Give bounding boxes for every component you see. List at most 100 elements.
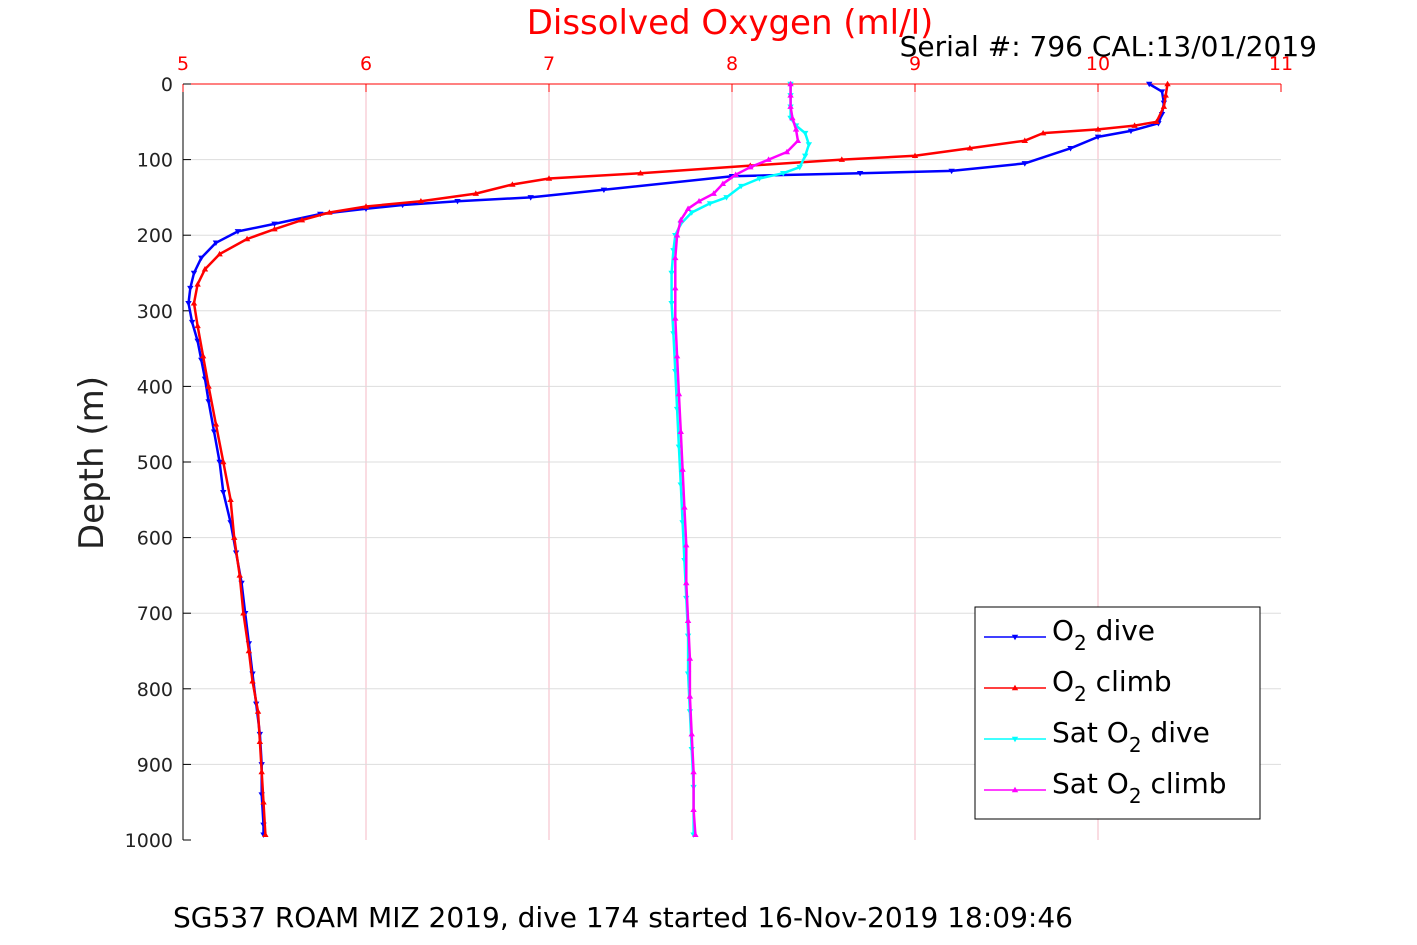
data-point bbox=[545, 175, 553, 181]
data-point bbox=[1146, 81, 1153, 88]
data-point bbox=[1021, 137, 1028, 143]
legend-entry-o2-dive: O2 dive bbox=[984, 614, 1155, 655]
data-point bbox=[805, 142, 813, 148]
data-point bbox=[509, 181, 516, 187]
data-point bbox=[668, 270, 675, 277]
data-point bbox=[258, 768, 265, 775]
data-point bbox=[679, 466, 686, 472]
data-point bbox=[212, 421, 220, 427]
data-point bbox=[948, 168, 955, 175]
data-point bbox=[1067, 146, 1074, 152]
data-point bbox=[1131, 122, 1138, 128]
data-point bbox=[254, 708, 262, 714]
data-point bbox=[802, 130, 809, 137]
dive-footer: SG537 ROAM MIZ 2019, dive 174 started 16… bbox=[173, 901, 1073, 934]
data-point bbox=[216, 250, 223, 257]
data-point bbox=[194, 322, 201, 329]
legend-marker bbox=[1011, 786, 1019, 793]
data-point bbox=[243, 235, 251, 242]
data-point bbox=[245, 647, 253, 654]
y-tick-label: 200 bbox=[137, 225, 173, 247]
x-tick-label: 10 bbox=[1086, 53, 1110, 75]
data-point bbox=[1162, 92, 1169, 98]
data-point bbox=[212, 240, 220, 246]
data-point bbox=[210, 429, 218, 435]
data-point bbox=[231, 534, 238, 540]
data-point bbox=[856, 170, 864, 177]
legend-entry-o2-climb: O2 climb bbox=[984, 665, 1172, 706]
data-point bbox=[220, 458, 227, 465]
y-tick-label: 500 bbox=[137, 452, 173, 474]
data-point bbox=[190, 270, 198, 277]
data-point bbox=[723, 195, 730, 201]
sat-o2-dive-series bbox=[668, 81, 813, 838]
data-point bbox=[256, 738, 264, 744]
data-point bbox=[688, 730, 695, 737]
axes: 5 6 7 8 9 10 11 0 100 200 300 400 500 600 700 800 900 100… bbox=[125, 53, 1293, 852]
data-point bbox=[190, 300, 198, 306]
data-point bbox=[688, 210, 695, 216]
data-point bbox=[737, 183, 745, 190]
data-point bbox=[240, 610, 247, 616]
data-point bbox=[710, 190, 717, 196]
serial-cal-label: Serial #: 796 CAL:13/01/2019 bbox=[900, 30, 1317, 63]
data-point bbox=[787, 103, 794, 109]
data-point bbox=[672, 284, 679, 291]
data-point bbox=[690, 768, 697, 775]
y-tick-label: 900 bbox=[137, 754, 173, 776]
y-tick-label: 100 bbox=[137, 150, 173, 172]
data-point bbox=[201, 266, 209, 272]
data-point bbox=[747, 163, 754, 170]
y-tick-label: 400 bbox=[137, 376, 173, 398]
x-tick-label: 6 bbox=[360, 53, 372, 75]
sat-o2-climb-series bbox=[672, 80, 802, 837]
data-point bbox=[684, 205, 692, 211]
data-point bbox=[188, 319, 196, 326]
data-point bbox=[672, 315, 679, 321]
legend: O2 dive O2 climb Sat O2 dive Sat O2 climb bbox=[974, 606, 1261, 820]
data-point bbox=[227, 496, 234, 503]
data-point bbox=[1039, 129, 1047, 136]
data-point bbox=[802, 153, 809, 160]
data-point bbox=[205, 383, 212, 389]
data-point bbox=[686, 655, 694, 661]
data-series bbox=[185, 80, 1171, 838]
data-point bbox=[692, 831, 699, 837]
data-point bbox=[683, 541, 690, 548]
data-point bbox=[675, 390, 683, 397]
data-point bbox=[199, 352, 207, 359]
data-point bbox=[249, 678, 256, 684]
data-point bbox=[220, 490, 227, 496]
data-point bbox=[216, 459, 223, 466]
data-point bbox=[236, 572, 243, 578]
o2-climb-series bbox=[190, 80, 1171, 837]
data-point bbox=[672, 254, 679, 261]
x-tick-label: 8 bbox=[726, 53, 738, 75]
y-tick-label: 800 bbox=[137, 679, 173, 701]
data-point bbox=[271, 221, 278, 228]
data-point bbox=[362, 203, 370, 209]
legend-marker bbox=[1011, 634, 1019, 641]
data-point bbox=[637, 170, 644, 176]
data-point bbox=[1158, 89, 1166, 95]
legend-entry-sat-o2-climb: Sat O2 climb bbox=[984, 767, 1227, 808]
data-point bbox=[417, 197, 425, 204]
legend-label: O2 climb bbox=[1052, 665, 1172, 706]
data-point bbox=[673, 232, 681, 238]
data-point bbox=[1153, 118, 1160, 125]
data-point bbox=[684, 617, 692, 623]
legend-label: Sat O2 climb bbox=[1052, 767, 1227, 808]
data-point bbox=[838, 156, 845, 162]
data-point bbox=[1021, 161, 1028, 167]
y-tick-label: 300 bbox=[137, 301, 173, 323]
legend-label: Sat O2 dive bbox=[1052, 716, 1210, 757]
data-point bbox=[472, 190, 479, 196]
data-point bbox=[260, 799, 267, 805]
data-point bbox=[686, 693, 694, 699]
data-point bbox=[326, 209, 333, 215]
data-point bbox=[677, 428, 684, 434]
data-point bbox=[796, 164, 803, 171]
data-point bbox=[911, 152, 919, 159]
data-point bbox=[706, 201, 714, 207]
